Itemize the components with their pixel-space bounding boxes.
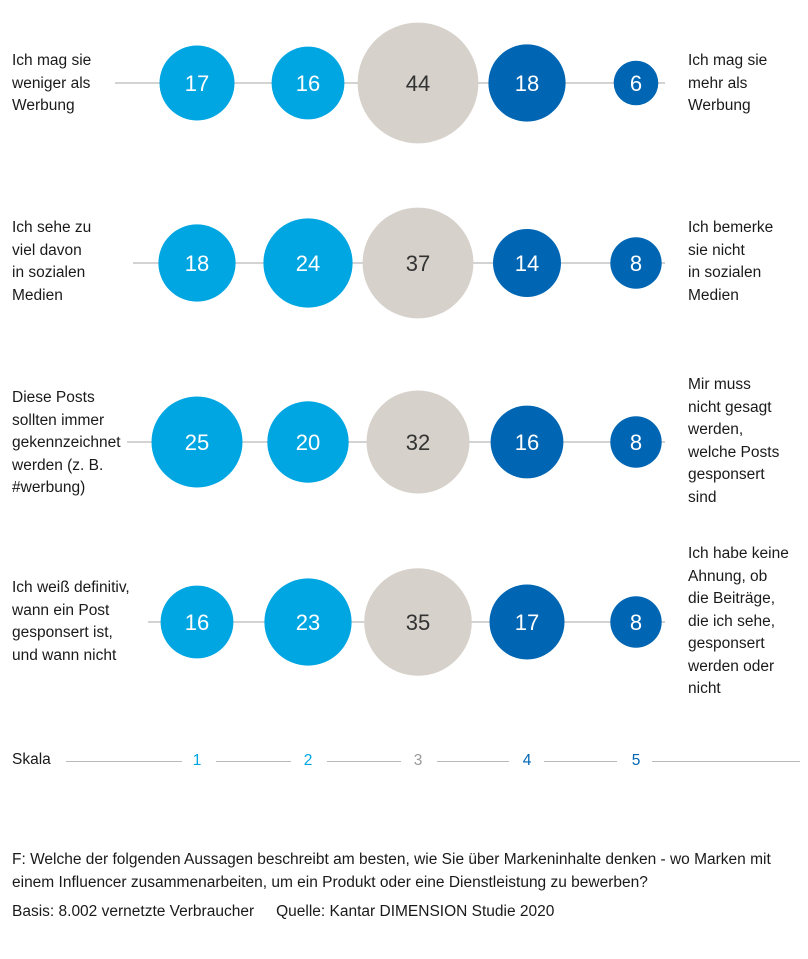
bubble <box>610 596 662 648</box>
bubble-value-label: 16 <box>296 71 320 96</box>
scale-tick-4: 4 <box>522 752 532 769</box>
right-statement: Ich bemerke sie nicht in sozialen Medien <box>688 219 774 304</box>
bubble-value-label: 23 <box>296 610 320 635</box>
scale-tick-5: 5 <box>631 752 641 769</box>
scale-line-segment <box>216 761 291 762</box>
scale-line-segment <box>327 761 401 762</box>
bubble <box>158 224 236 302</box>
scale-tick-1: 1 <box>192 752 202 769</box>
bubble-value-label: 25 <box>185 430 209 455</box>
bubble <box>488 44 566 122</box>
basis-text: Basis: 8.002 vernetzte Verbraucher <box>12 903 255 920</box>
bubble-value-label: 17 <box>185 71 209 96</box>
source-text: Quelle: Kantar DIMENSION Studie 2020 <box>276 903 555 920</box>
bubble <box>263 218 353 308</box>
bubble <box>610 416 662 468</box>
bubble-value-label: 16 <box>515 430 539 455</box>
right-statement: Ich habe keine Ahnung, ob die Beiträge, … <box>688 545 789 697</box>
bubble-value-label: 6 <box>630 71 642 96</box>
scale-tick-2: 2 <box>303 752 313 769</box>
right-statement: Mir muss nicht gesagt werden, welche Pos… <box>688 376 780 506</box>
left-statement: Ich sehe zu viel davon in sozialen Medie… <box>12 219 92 304</box>
scale-label: Skala <box>12 751 51 768</box>
bubble-value-label: 32 <box>406 430 430 455</box>
bubble-value-label: 16 <box>185 610 209 635</box>
scale-line-segment <box>652 761 800 762</box>
scale-line-segment <box>544 761 617 762</box>
scale-axis: Skala 1 2 3 4 5 <box>0 745 808 779</box>
scale-line-segment <box>437 761 509 762</box>
left-statement: Ich mag sie weniger als Werbung <box>12 52 92 114</box>
right-statement: Ich mag sie mehr als Werbung <box>688 52 768 114</box>
bubble <box>489 584 565 660</box>
bubble-value-label: 8 <box>630 610 642 635</box>
bubble-value-label: 35 <box>406 610 430 635</box>
bubble <box>364 568 472 676</box>
left-statement: Ich weiß definitiv, wann ein Post gespon… <box>12 579 130 664</box>
bubble <box>267 401 349 483</box>
bubble-value-label: 37 <box>406 251 430 276</box>
bubble <box>493 229 561 297</box>
bubble-value-label: 8 <box>630 430 642 455</box>
bubble <box>159 45 235 121</box>
bubble <box>151 396 243 488</box>
footer: F: Welche der folgenden Aussagen beschre… <box>12 848 798 923</box>
bubble <box>366 390 470 494</box>
bubble <box>490 405 564 479</box>
bubble <box>160 585 234 659</box>
bubble-value-label: 24 <box>296 251 320 276</box>
basis-source-line: Basis: 8.002 vernetzte Verbraucher Quelle… <box>12 900 798 923</box>
bubble-value-label: 44 <box>406 71 430 96</box>
bubble-value-label: 18 <box>515 71 539 96</box>
bubble <box>271 46 345 120</box>
survey-question: F: Welche der folgenden Aussagen beschre… <box>12 851 771 891</box>
bubble <box>613 60 659 106</box>
scale-tick-3: 3 <box>413 752 423 769</box>
bubble-value-label: 14 <box>515 251 539 276</box>
scale-line-segment <box>66 761 182 762</box>
bubble-value-label: 17 <box>515 610 539 635</box>
bubble-chart: 17 16 44 18 6 18 24 37 14 8 25 20 32 16 8 16 23 35 17 8 <box>115 22 665 676</box>
bubble <box>264 578 352 666</box>
bubble <box>610 237 662 289</box>
bubble <box>362 207 474 319</box>
bubble-value-label: 18 <box>185 251 209 276</box>
bubble-value-label: 8 <box>630 251 642 276</box>
bubble <box>357 22 479 144</box>
bubble-value-label: 20 <box>296 430 320 455</box>
left-statement: Diese Posts sollten immer gekennzeichnet… <box>12 389 121 496</box>
